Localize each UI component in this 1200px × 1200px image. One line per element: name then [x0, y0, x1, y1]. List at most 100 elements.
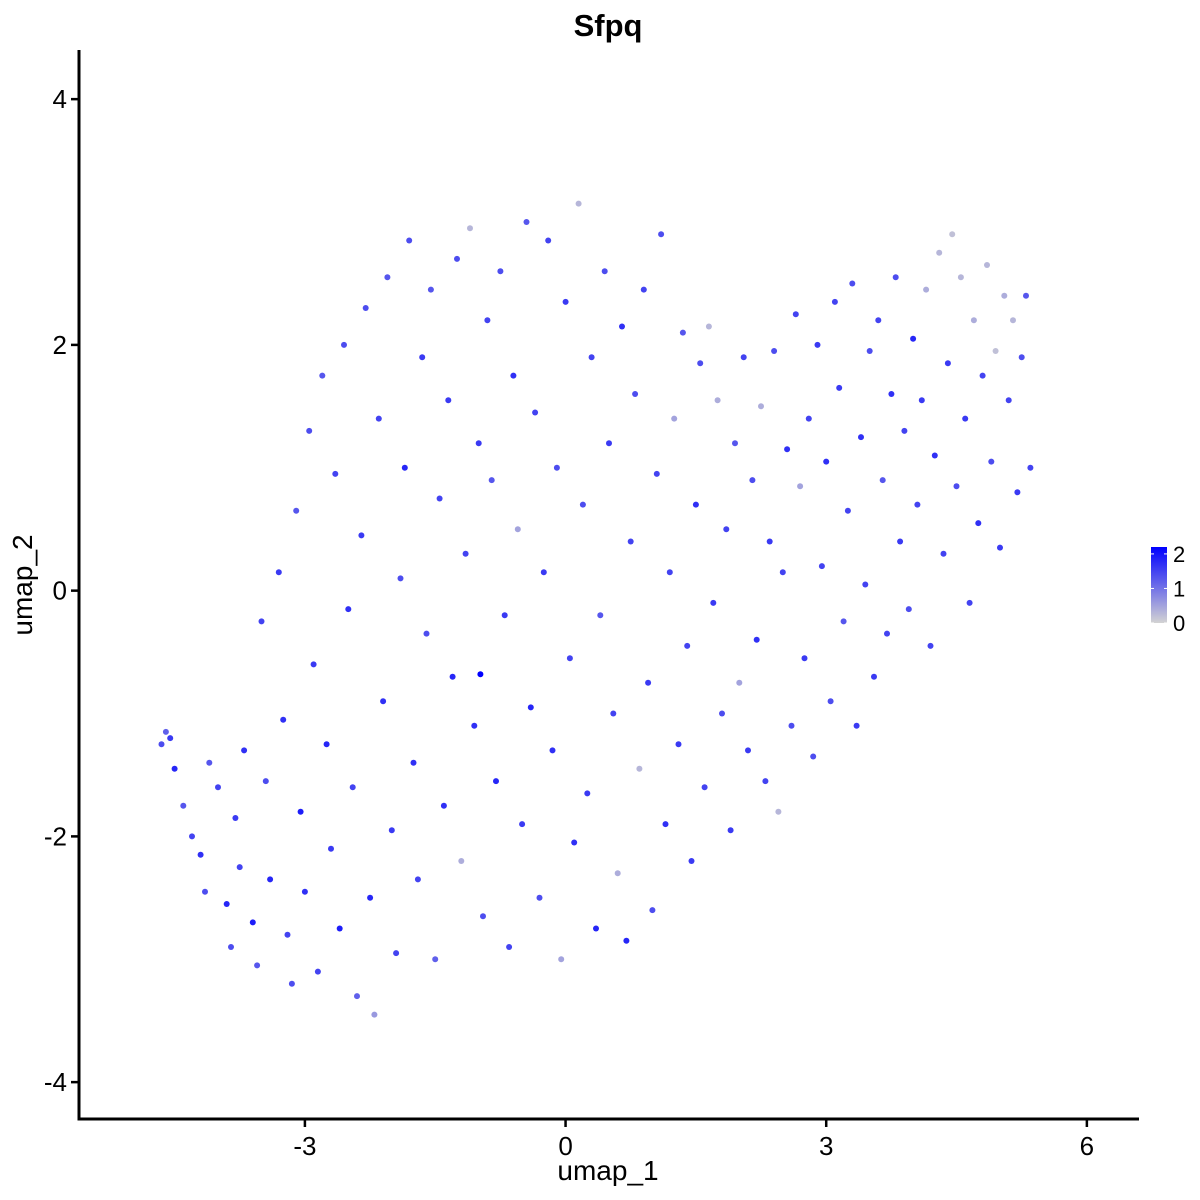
data-point — [189, 833, 195, 840]
data-point — [658, 231, 665, 238]
data-point — [1027, 464, 1034, 471]
data-point — [501, 612, 508, 619]
data-point — [957, 274, 964, 281]
data-point — [988, 458, 995, 465]
data-point — [336, 925, 343, 932]
data-point — [197, 851, 204, 858]
data-point — [675, 741, 682, 748]
data-point — [232, 815, 239, 821]
data-point — [666, 569, 673, 576]
points-layer — [158, 200, 1034, 1018]
y-axis-ticks: -4 -2 0 2 4 — [44, 84, 79, 1097]
data-point — [949, 231, 956, 238]
data-point — [766, 538, 773, 545]
data-point — [627, 538, 634, 545]
data-point — [645, 679, 652, 686]
data-point — [249, 919, 256, 926]
data-point — [810, 753, 817, 760]
data-point — [579, 501, 586, 508]
data-point — [853, 722, 860, 729]
data-point — [319, 372, 326, 379]
colorbar-label: 1 — [1173, 576, 1185, 601]
data-point — [762, 778, 769, 785]
data-point — [514, 526, 521, 533]
data-point — [588, 354, 595, 361]
data-point — [375, 415, 382, 422]
data-point — [831, 298, 838, 305]
data-point — [636, 765, 643, 772]
x-axis-ticks: -3 0 3 6 — [293, 1119, 1094, 1161]
data-point — [323, 741, 330, 748]
x-tick-label: -3 — [293, 1131, 316, 1161]
data-point — [923, 286, 930, 293]
data-point — [1018, 354, 1025, 361]
data-point — [814, 341, 821, 348]
data-point — [705, 323, 712, 330]
data-point — [414, 876, 421, 883]
data-point — [749, 477, 756, 484]
data-point — [497, 268, 504, 275]
data-point — [866, 348, 873, 354]
data-point — [862, 581, 869, 588]
data-point — [671, 415, 678, 422]
data-point — [393, 950, 400, 957]
data-point — [740, 354, 747, 361]
data-point — [701, 784, 708, 791]
data-point — [167, 735, 174, 742]
data-point — [931, 452, 938, 459]
data-point — [844, 507, 851, 514]
data-point — [745, 747, 751, 754]
data-point — [910, 335, 917, 342]
y-tick-label: 4 — [53, 84, 67, 114]
data-point — [397, 575, 404, 582]
data-point — [328, 845, 334, 852]
y-tick-label: -4 — [44, 1067, 67, 1097]
data-point — [367, 894, 374, 901]
data-point — [506, 944, 513, 950]
data-point — [384, 274, 391, 281]
data-point — [471, 722, 478, 729]
colorbar-ticks: 2 1 0 — [1151, 542, 1185, 636]
data-point — [458, 858, 465, 864]
data-point — [714, 397, 721, 404]
y-tick-label: -2 — [44, 821, 67, 851]
data-point — [827, 698, 834, 705]
data-point — [801, 655, 808, 662]
data-point — [771, 348, 778, 354]
data-point — [1010, 317, 1016, 324]
data-point — [871, 673, 877, 680]
data-point — [1001, 292, 1008, 299]
data-point — [823, 458, 830, 465]
data-point — [519, 821, 526, 828]
colorbar-label: 0 — [1173, 611, 1185, 636]
colorbar — [1151, 547, 1167, 623]
data-point — [423, 630, 430, 637]
data-point — [171, 765, 178, 772]
data-point — [241, 747, 248, 754]
data-point — [562, 298, 569, 305]
data-point — [723, 526, 730, 533]
data-point — [180, 802, 187, 809]
data-point — [401, 464, 408, 471]
data-point — [662, 821, 669, 828]
data-point — [345, 606, 352, 613]
data-point — [493, 778, 499, 785]
data-point — [779, 569, 786, 576]
data-point — [566, 655, 573, 662]
data-point — [836, 384, 843, 391]
data-point — [970, 317, 977, 324]
y-tick-label: 2 — [53, 330, 67, 360]
data-point — [258, 618, 265, 625]
colorbar-legend: 2 1 0 — [1151, 542, 1185, 636]
data-point — [697, 360, 704, 367]
data-point — [623, 937, 630, 944]
data-point — [1005, 397, 1012, 404]
data-point — [558, 956, 565, 963]
x-tick-label: 0 — [558, 1131, 572, 1161]
data-point — [540, 569, 547, 576]
data-point — [684, 642, 691, 649]
data-point — [545, 237, 552, 244]
data-point — [371, 1011, 378, 1018]
data-point — [477, 671, 484, 678]
data-point — [301, 888, 308, 895]
